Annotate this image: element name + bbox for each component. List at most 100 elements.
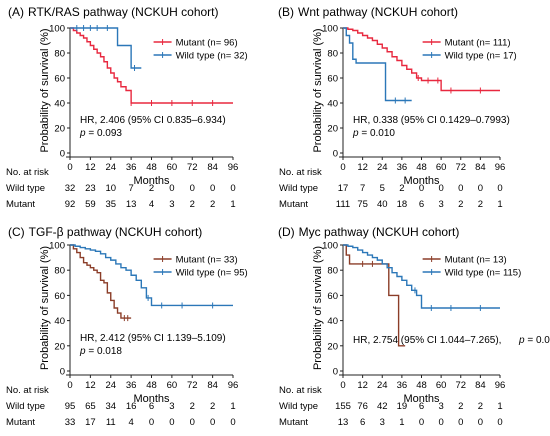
risk-value: 2	[149, 183, 154, 194]
y-tick-label: 0	[60, 367, 65, 378]
x-axis-label: Months	[133, 393, 170, 405]
risk-table-header: No. at risk	[279, 385, 322, 396]
p-value-text: p = 0.010	[352, 128, 395, 139]
hazard-ratio-text: HR, 2.412 (95% CI 1.139–5.109)	[80, 333, 226, 344]
risk-value: 1	[230, 401, 235, 412]
x-tick-label: 96	[228, 380, 239, 391]
y-tick-label: 40	[327, 99, 338, 110]
x-tick-label: 0	[340, 380, 345, 391]
risk-value: 0	[230, 183, 235, 194]
panel-title: (C) TGF-β pathway (NCKUH cohort)	[8, 225, 202, 239]
x-tick-label: 48	[146, 162, 157, 173]
y-axis-label: Probability of survival (%)	[312, 28, 324, 152]
risk-value: 1	[230, 199, 235, 210]
risk-row-label: Mutant	[279, 199, 308, 210]
legend-label: Wild type (n= 32)	[176, 51, 248, 62]
x-tick-label: 48	[416, 162, 427, 173]
risk-value: 7	[128, 183, 133, 194]
p-label: p	[79, 346, 86, 357]
y-tick-label: 20	[54, 341, 65, 352]
risk-value: 2	[478, 199, 483, 210]
x-tick-label: 0	[340, 162, 345, 173]
panel-label: (C)	[8, 225, 25, 239]
risk-value: 0	[458, 417, 463, 428]
y-tick-label: 80	[54, 49, 65, 60]
risk-value: 0	[497, 417, 502, 428]
risk-value: 6	[419, 401, 424, 412]
risk-value: 40	[377, 199, 388, 210]
x-tick-label: 72	[187, 162, 198, 173]
panel-title: (D) Myc pathway (NCKUH cohort)	[278, 225, 459, 239]
risk-value: 1	[497, 199, 502, 210]
panel-title-text: Wnt pathway (NCKUH cohort)	[298, 5, 458, 19]
risk-value: 11	[106, 417, 116, 428]
survival-curve-1	[343, 27, 412, 102]
risk-value: 0	[497, 183, 502, 194]
y-tick-label: 100	[49, 24, 65, 35]
risk-value: 76	[357, 401, 368, 412]
risk-value: 0	[478, 417, 483, 428]
x-axis-label: Months	[403, 175, 440, 187]
panel-1: (B) Wnt pathway (NCKUH cohort)02040608010…	[278, 5, 517, 210]
x-tick-label: 84	[475, 162, 486, 173]
legend-label: Mutant (n= 33)	[176, 255, 238, 266]
x-tick-label: 72	[455, 162, 466, 173]
x-tick-label: 84	[475, 380, 486, 391]
x-tick-label: 60	[436, 380, 447, 391]
y-tick-label: 60	[327, 74, 338, 85]
risk-value: 35	[105, 199, 116, 210]
x-tick-label: 24	[377, 162, 388, 173]
y-axis-label: Probability of survival (%)	[312, 246, 324, 370]
x-tick-label: 60	[167, 380, 178, 391]
y-tick-label: 100	[322, 241, 338, 252]
risk-value: 0	[169, 183, 174, 194]
y-tick-label: 100	[322, 24, 338, 35]
risk-value: 75	[357, 199, 368, 210]
risk-value: 1	[399, 417, 404, 428]
risk-value: 2	[399, 183, 404, 194]
risk-value: 0	[458, 183, 463, 194]
risk-value: 0	[149, 417, 154, 428]
p-value-text: p = 0.093	[79, 128, 122, 139]
y-tick-label: 40	[54, 316, 65, 327]
y-tick-label: 20	[327, 124, 338, 135]
risk-value: 4	[149, 199, 154, 210]
y-tick-label: 40	[54, 99, 65, 110]
x-tick-label: 36	[126, 162, 137, 173]
panel-0: (A) RTK/RAS pathway (NCKUH cohort)0204060…	[6, 5, 248, 210]
y-tick-label: 0	[333, 367, 338, 378]
x-tick-label: 72	[187, 380, 198, 391]
x-tick-label: 12	[85, 380, 96, 391]
y-tick-label: 0	[333, 149, 338, 160]
p-label: p	[352, 128, 359, 139]
x-tick-label: 72	[455, 380, 466, 391]
survival-curve-0	[343, 27, 500, 92]
risk-row-label: Mutant	[6, 417, 35, 428]
x-tick-label: 36	[126, 380, 137, 391]
survival-curve-0	[343, 244, 406, 347]
risk-value: 65	[85, 401, 96, 412]
p-value: = 0.010	[359, 128, 396, 139]
hazard-ratio-text: HR, 2.754 (95% CI 1.044–7.265),	[353, 335, 501, 346]
x-tick-label: 48	[416, 380, 427, 391]
risk-value: 4	[128, 417, 133, 428]
panel-title-text: RTK/RAS pathway (NCKUH cohort)	[28, 5, 219, 19]
p-label: p	[79, 128, 86, 139]
risk-value: 3	[380, 417, 385, 428]
y-tick-label: 60	[54, 74, 65, 85]
risk-value: 16	[126, 401, 137, 412]
risk-value: 0	[190, 417, 195, 428]
risk-value: 0	[210, 417, 215, 428]
risk-value: 3	[438, 401, 443, 412]
x-tick-label: 0	[67, 162, 72, 173]
risk-row-label: Wild type	[279, 183, 318, 194]
panel-3: (D) Myc pathway (NCKUH cohort)02040608010…	[278, 225, 550, 428]
legend-label: Wild type (n= 115)	[445, 268, 522, 279]
risk-table-header: No. at risk	[279, 167, 322, 178]
risk-row-label: Wild type	[6, 401, 45, 412]
risk-value: 3	[169, 199, 174, 210]
risk-value: 92	[65, 199, 76, 210]
risk-value: 2	[190, 401, 195, 412]
risk-value: 0	[478, 183, 483, 194]
risk-value: 6	[149, 401, 154, 412]
